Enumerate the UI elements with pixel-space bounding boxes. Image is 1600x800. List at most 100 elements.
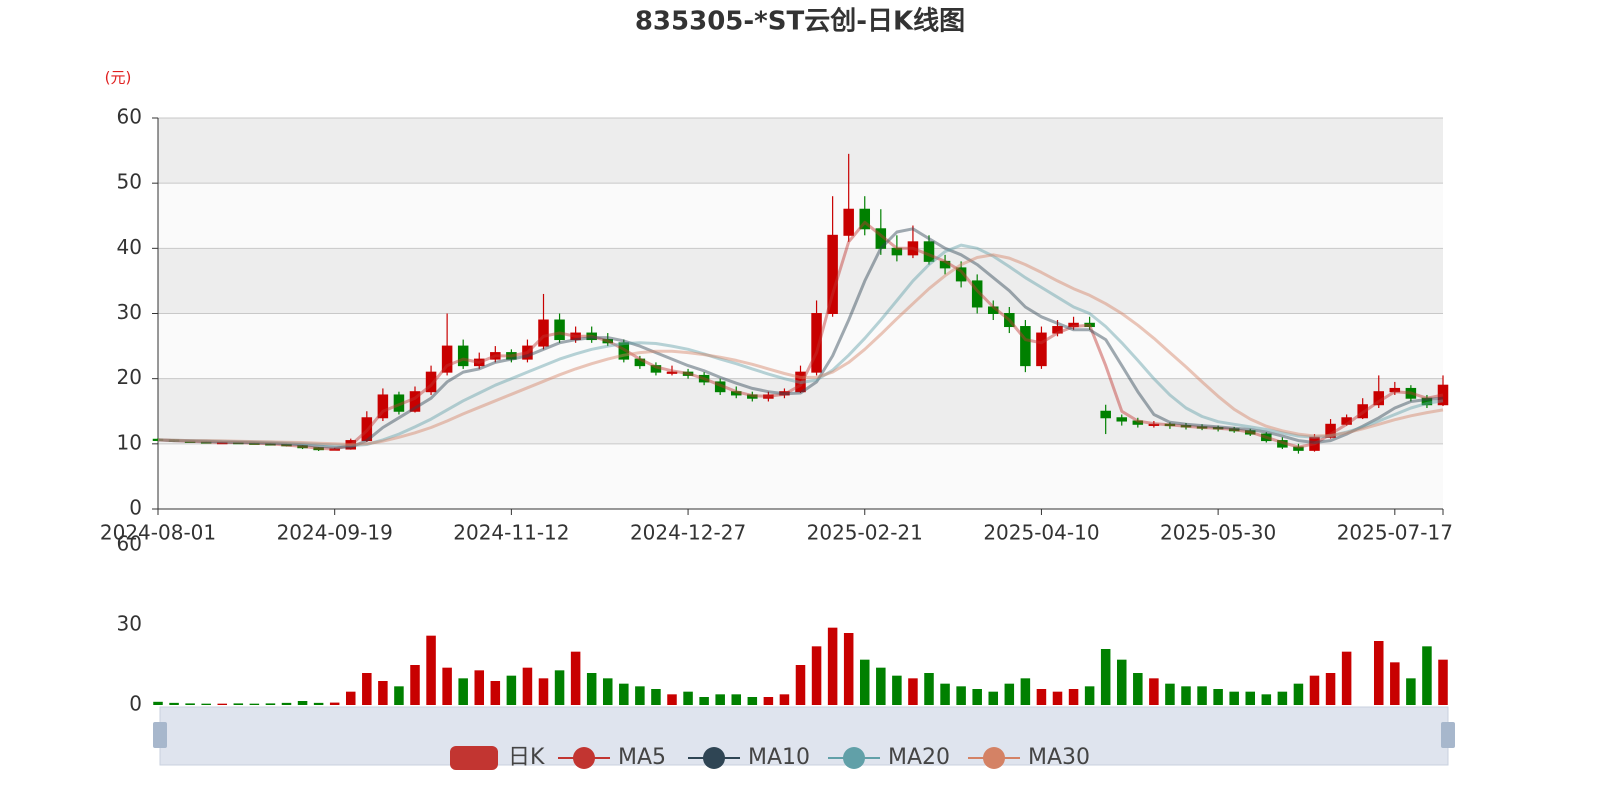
candle-body	[490, 352, 501, 360]
legend-marker[interactable]	[843, 747, 865, 769]
volume-bar	[1325, 673, 1336, 705]
candle-body	[763, 394, 774, 399]
candle-body	[297, 445, 308, 449]
volume-bar	[249, 703, 260, 705]
candle-body	[1212, 427, 1224, 430]
volume-bar	[410, 665, 420, 705]
volume-bar	[281, 702, 292, 705]
slider-handle-left[interactable]	[153, 722, 167, 748]
candle-body	[1293, 446, 1304, 451]
volume-bar	[972, 689, 982, 705]
candle-body	[811, 313, 822, 373]
volume-bar	[1406, 678, 1416, 705]
ma-line	[157, 243, 1444, 448]
volume-bar	[699, 697, 709, 705]
volume-bar	[217, 703, 228, 705]
legend-label[interactable]: 日K	[508, 745, 545, 770]
y-tick-label: 30	[117, 300, 142, 324]
volume-bar	[313, 702, 324, 705]
volume-bar	[843, 633, 854, 705]
candle-body	[377, 394, 389, 419]
volume-bar	[1084, 686, 1095, 705]
x-tick-label: 2024-09-19	[277, 521, 393, 545]
volume-bar	[795, 665, 806, 705]
volume-bar	[1213, 689, 1223, 705]
slider-handle-right[interactable]	[1441, 722, 1455, 748]
y-tick-label: 0	[129, 496, 142, 520]
legend-label[interactable]: MA10	[748, 745, 810, 770]
volume-bar	[1052, 691, 1063, 705]
volume-bar	[378, 681, 388, 705]
candle-body	[1020, 326, 1031, 367]
candle-body	[730, 391, 742, 396]
legend-marker[interactable]	[983, 747, 1005, 769]
volume-bar	[988, 691, 999, 705]
candle-body	[1100, 410, 1111, 419]
candle-body	[425, 371, 437, 393]
volume-bar	[715, 694, 725, 705]
volume-bar	[538, 678, 549, 705]
volume-bar	[442, 667, 452, 705]
data-zoom-slider[interactable]: 日K MA5 MA10 MA20 MA30	[153, 706, 1455, 770]
volume-bar	[1373, 641, 1384, 705]
split-area	[158, 183, 1443, 249]
candle-body	[923, 241, 935, 262]
x-tick-label: 2024-11-12	[453, 521, 569, 545]
candle-body	[698, 374, 710, 383]
volume-bar	[827, 627, 838, 705]
volume-bar	[394, 686, 404, 705]
candle-body	[1357, 404, 1368, 419]
candle-body	[152, 438, 164, 441]
candle-body	[1437, 384, 1449, 406]
candles	[152, 153, 1449, 454]
legend-label[interactable]: MA20	[888, 745, 950, 770]
legend-marker[interactable]	[450, 746, 498, 770]
volume-bar	[779, 694, 790, 705]
candle-body	[1261, 433, 1272, 442]
volume-bar	[1100, 649, 1111, 705]
volume-bar	[490, 681, 501, 705]
x-tick-label: 2025-04-10	[983, 521, 1099, 545]
volume-bar	[233, 703, 244, 705]
candle-body	[843, 208, 854, 236]
legend-label[interactable]: MA30	[1028, 745, 1090, 770]
volume-bar	[506, 675, 517, 705]
x-tick-label: 2025-05-30	[1160, 521, 1276, 545]
volume-bars	[153, 627, 1448, 705]
candle-body	[393, 394, 405, 412]
volume-bar	[362, 673, 372, 705]
candle-body	[1068, 322, 1079, 328]
candle-body	[233, 442, 244, 445]
volume-bar	[731, 694, 742, 705]
volume-bar	[345, 691, 356, 705]
candle-body	[1389, 387, 1401, 393]
volume-bar	[570, 651, 581, 705]
slider-track[interactable]	[159, 706, 1449, 766]
volume-bar	[763, 697, 774, 705]
split-area	[158, 443, 1443, 509]
ma-line	[157, 220, 1444, 451]
legend-marker[interactable]	[573, 747, 595, 769]
candle-body	[955, 267, 967, 282]
candle-body	[795, 371, 806, 393]
volume-bar	[1438, 659, 1448, 705]
volume-bar	[683, 691, 693, 705]
volume-bar	[297, 701, 308, 705]
volume-bar	[329, 702, 340, 705]
candle-body	[216, 442, 228, 445]
volume-bar	[1036, 689, 1047, 705]
candle-body	[281, 443, 292, 447]
legend-label[interactable]: MA5	[618, 745, 666, 770]
volume-bar	[1293, 683, 1304, 705]
candle-body	[522, 345, 533, 360]
candle-body	[184, 440, 196, 443]
candle-body	[554, 319, 565, 341]
candle-body	[1004, 313, 1015, 328]
candle-body	[779, 391, 790, 396]
candle-body	[634, 358, 646, 367]
candle-body	[345, 440, 357, 450]
legend-marker[interactable]	[703, 747, 725, 769]
volume-bar	[1261, 694, 1272, 705]
volume-bar	[667, 694, 677, 705]
volume-bar	[474, 670, 485, 705]
